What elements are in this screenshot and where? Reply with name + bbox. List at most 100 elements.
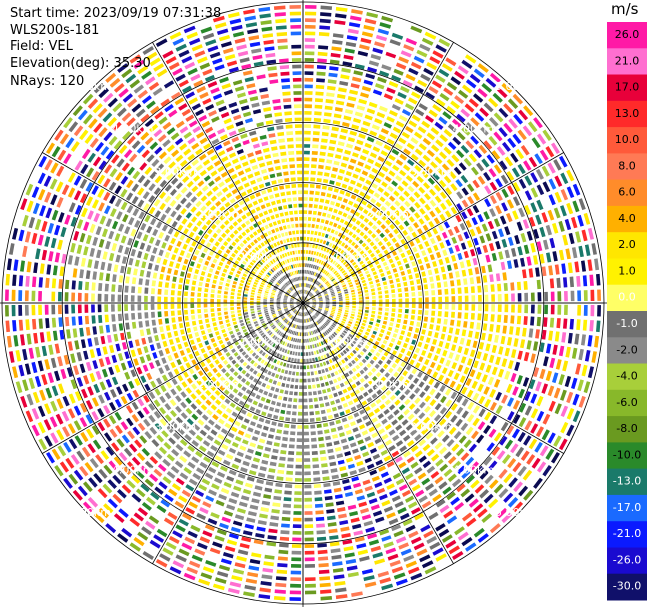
velocity-gate xyxy=(244,523,254,530)
velocity-gate xyxy=(220,465,228,472)
velocity-gate xyxy=(352,225,357,231)
velocity-gate xyxy=(385,547,397,555)
velocity-gate xyxy=(240,191,247,197)
velocity-gate xyxy=(314,497,323,502)
velocity-gate xyxy=(120,421,129,431)
velocity-gate xyxy=(346,457,354,463)
velocity-gate xyxy=(128,217,135,226)
velocity-gate xyxy=(340,438,348,444)
velocity-gate xyxy=(164,403,172,411)
velocity-gate xyxy=(318,342,322,347)
velocity-gate xyxy=(555,359,562,370)
velocity-gate xyxy=(364,436,372,442)
velocity-gate xyxy=(83,481,93,493)
velocity-gate xyxy=(288,272,291,277)
velocity-gate xyxy=(446,491,456,501)
velocity-gate xyxy=(418,159,427,167)
velocity-gate xyxy=(549,278,555,289)
velocity-gate xyxy=(289,300,294,302)
velocity-gate xyxy=(266,287,270,290)
velocity-gate xyxy=(305,5,317,9)
velocity-gate xyxy=(507,236,514,246)
velocity-gate xyxy=(547,209,555,221)
velocity-gate xyxy=(321,333,325,338)
velocity-gate xyxy=(234,164,242,170)
velocity-gate xyxy=(327,317,332,321)
velocity-gate xyxy=(212,93,223,100)
velocity-gate xyxy=(502,454,511,465)
velocity-gate xyxy=(473,527,485,538)
velocity-gate xyxy=(200,252,206,258)
velocity-gate xyxy=(223,253,228,258)
velocity-gate xyxy=(268,281,273,285)
velocity-gate xyxy=(315,312,319,316)
velocity-gate xyxy=(162,121,172,130)
velocity-gate xyxy=(61,253,67,264)
velocity-gate xyxy=(281,403,287,408)
velocity-gate xyxy=(324,309,329,311)
velocity-gate xyxy=(263,299,268,301)
velocity-gate xyxy=(293,511,302,515)
velocity-gate xyxy=(376,389,383,396)
velocity-gate xyxy=(359,260,364,265)
velocity-gate xyxy=(554,264,560,275)
velocity-gate xyxy=(304,51,315,56)
velocity-gate xyxy=(327,515,336,521)
velocity-gate xyxy=(303,411,309,416)
velocity-gate xyxy=(433,217,441,225)
velocity-gate xyxy=(361,31,374,38)
velocity-gate xyxy=(303,296,305,301)
velocity-gate xyxy=(506,383,513,394)
velocity-gate xyxy=(477,88,488,98)
velocity-gate xyxy=(355,320,360,324)
velocity-gate xyxy=(543,239,549,250)
velocity-gate xyxy=(265,481,274,486)
velocity-gate xyxy=(137,531,149,541)
velocity-gate xyxy=(351,359,356,365)
velocity-gate xyxy=(387,414,394,421)
velocity-gate xyxy=(326,337,330,342)
velocity-gate xyxy=(260,269,265,274)
velocity-gate xyxy=(304,97,313,102)
velocity-gate xyxy=(286,363,290,368)
velocity-gate xyxy=(163,303,168,310)
velocity-gate xyxy=(271,400,276,406)
velocity-gate xyxy=(524,175,533,186)
velocity-gate xyxy=(434,206,442,214)
velocity-gate xyxy=(264,487,273,493)
velocity-gate xyxy=(127,135,136,145)
velocity-gate xyxy=(369,152,378,159)
velocity-gate xyxy=(313,315,317,319)
velocity-gate xyxy=(226,539,238,546)
velocity-gate xyxy=(439,357,445,364)
velocity-gate xyxy=(321,253,325,258)
velocity-gate xyxy=(117,313,123,322)
velocity-gate xyxy=(477,508,488,518)
velocity-gate xyxy=(163,80,175,89)
velocity-gate xyxy=(76,377,84,387)
velocity-gate xyxy=(233,397,240,403)
velocity-gate xyxy=(363,234,369,240)
velocity-gate xyxy=(481,513,493,523)
velocity-gate xyxy=(403,190,410,198)
velocity-gate xyxy=(421,37,434,46)
velocity-gate xyxy=(241,214,247,220)
velocity-gate xyxy=(306,243,309,248)
velocity-gate xyxy=(402,79,413,88)
velocity-gate xyxy=(132,208,140,217)
velocity-gate xyxy=(80,339,86,349)
velocity-gate xyxy=(479,126,489,136)
velocity-gate xyxy=(175,524,186,533)
velocity-gate xyxy=(263,305,268,307)
velocity-gate xyxy=(318,252,322,257)
velocity-gate xyxy=(507,337,513,346)
velocity-gate xyxy=(159,179,167,188)
velocity-gate xyxy=(57,445,67,457)
velocity-gate xyxy=(125,405,134,414)
velocity-gate xyxy=(395,159,404,166)
velocity-gate xyxy=(196,263,201,269)
velocity-gate xyxy=(44,304,49,315)
velocity-gate xyxy=(349,352,355,357)
velocity-gate xyxy=(404,200,411,208)
velocity-gate xyxy=(142,191,150,200)
